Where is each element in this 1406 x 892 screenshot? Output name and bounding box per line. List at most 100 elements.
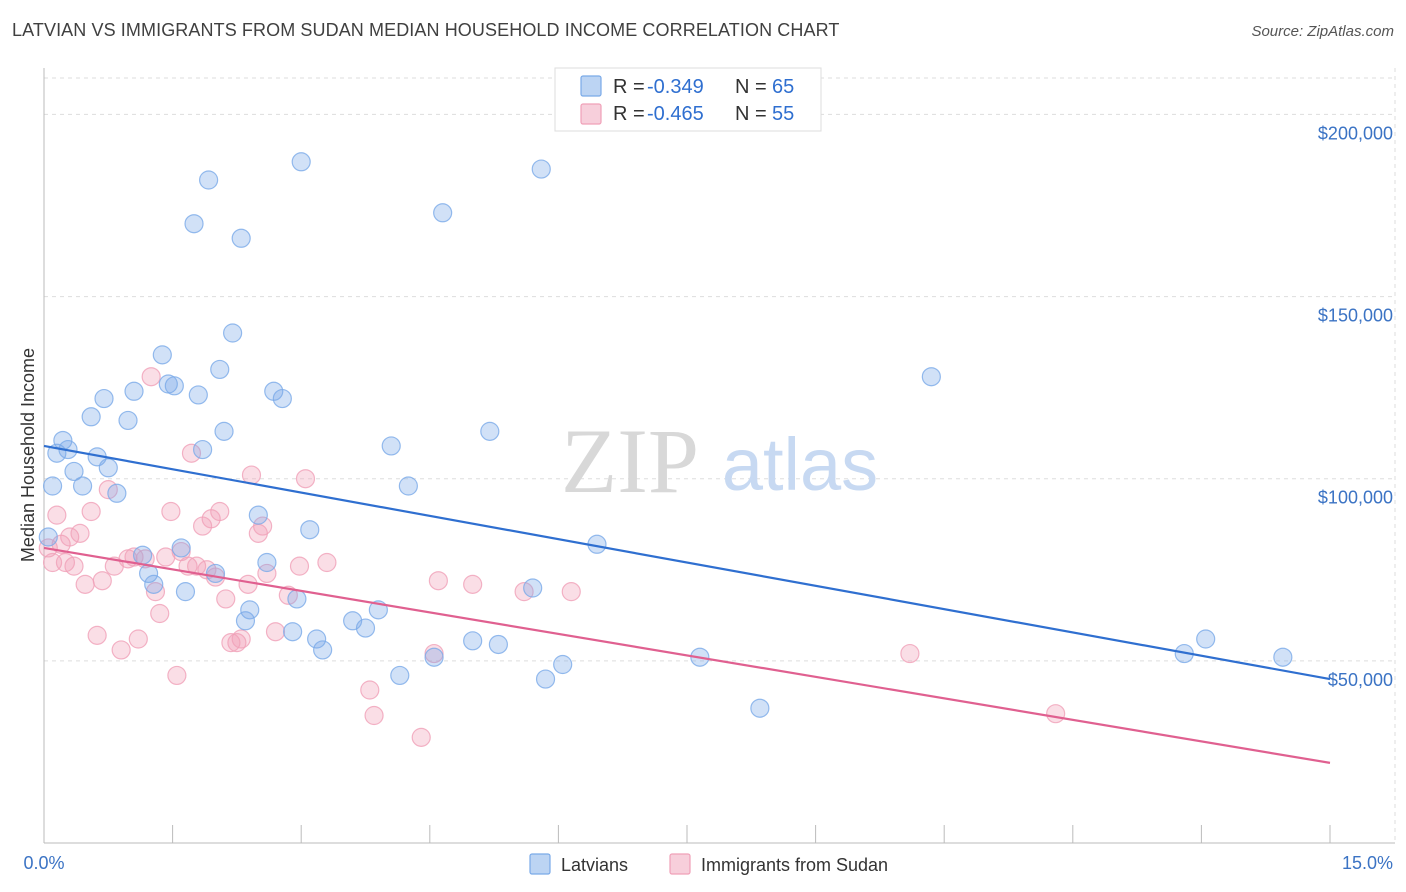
sudan-point-45: [289, 556, 310, 576]
series-sudan-points: [38, 367, 1066, 747]
series-legend: Latvians Immigrants from Sudan: [529, 853, 888, 875]
latvians-point-53: [488, 634, 508, 655]
legend-swatch-latvians: [580, 75, 602, 97]
latvians-point-7: [81, 407, 101, 427]
sudan-point-46: [295, 469, 316, 489]
latvians-point-64: [1273, 647, 1293, 667]
legend-n-label-sudan: N =: [735, 103, 767, 125]
latvians-point-21: [175, 582, 196, 602]
y-tick-label-1: $100,000: [1318, 488, 1393, 508]
sudan-point-20: [145, 582, 166, 602]
sudan-point-8: [75, 574, 95, 594]
sudan-point-17: [128, 629, 148, 649]
sudan-point-50: [411, 727, 431, 747]
sudan-point-37: [231, 629, 251, 649]
latvians-point-5: [64, 461, 84, 482]
sudan-point-34: [216, 589, 236, 609]
sudan-point-43: [265, 622, 286, 642]
legend-r-value-latvians: -0.349: [647, 76, 704, 98]
y-tick-label-2: $150,000: [1318, 306, 1393, 326]
latvians-point-17: [152, 345, 172, 365]
latvians-point-24: [193, 439, 213, 460]
latvians-point-42: [313, 640, 333, 660]
gridlines: [44, 68, 1396, 843]
sudan-point-19: [141, 367, 161, 387]
sudan-point-33: [210, 501, 230, 522]
latvians-point-44: [355, 618, 376, 638]
sudan-point-35: [221, 633, 241, 653]
legend-n-label-latvians: N =: [735, 76, 767, 98]
bottom-legend-swatch-latvians: [529, 853, 551, 875]
latvians-point-29: [223, 323, 243, 343]
sudan-point-6: [64, 556, 84, 576]
latvians-point-54: [523, 578, 543, 598]
latvians-point-55: [531, 159, 551, 179]
latvians-point-31: [235, 611, 256, 631]
trend-line-sudan: [43, 546, 1331, 764]
latvians-point-9: [94, 388, 114, 409]
y-axis-label: Median Household Income: [18, 348, 38, 562]
sudan-point-21: [150, 603, 170, 624]
sudan-point-9: [81, 501, 101, 522]
latvians-point-12: [118, 410, 138, 431]
sudan-point-14: [111, 640, 131, 660]
latvians-point-47: [390, 665, 410, 686]
latvians-point-34: [257, 552, 277, 573]
sudan-point-24: [167, 665, 187, 686]
axes: [43, 68, 1395, 844]
sudan-point-38: [238, 574, 258, 594]
sudan-point-2: [47, 505, 67, 525]
stats-legend: R = -0.349 N = 65 R = -0.465 N = 55: [554, 67, 822, 132]
latvians-point-1: [42, 476, 63, 496]
bottom-legend-sudan: Immigrants from Sudan: [701, 855, 888, 875]
bottom-legend-latvians: Latvians: [561, 855, 628, 875]
latvians-point-56: [535, 669, 556, 689]
sudan-point-7: [70, 523, 90, 543]
latvians-point-6: [72, 476, 93, 496]
latvians-point-25: [199, 170, 219, 190]
latvians-point-60: [750, 698, 770, 718]
watermark: ZIP atlas: [561, 410, 878, 512]
latvians-point-38: [287, 589, 307, 609]
latvians-point-57: [553, 654, 573, 675]
latvians-point-46: [381, 436, 401, 456]
series-latvians-points: [38, 152, 1293, 718]
latvians-point-26: [205, 563, 226, 584]
sudan-point-49: [364, 705, 384, 726]
legend-r-label-sudan: R =: [613, 103, 645, 125]
sudan-point-47: [317, 552, 337, 573]
latvians-point-16: [144, 574, 164, 594]
x-tick-label-0: 0.0%: [23, 853, 64, 873]
legend-r-value-sudan: -0.465: [647, 103, 704, 125]
latvians-point-27: [210, 359, 230, 380]
y-tick-label-0: $50,000: [1328, 670, 1393, 690]
y-tick-labels: $50,000 $100,000 $150,000 $200,000: [1318, 123, 1393, 689]
sudan-point-55: [561, 582, 581, 602]
latvians-point-41: [307, 629, 327, 649]
latvians-point-22: [184, 214, 204, 234]
latvians-point-13: [124, 381, 144, 401]
sudan-point-56: [900, 643, 920, 664]
chart-title: LATVIAN VS IMMIGRANTS FROM SUDAN MEDIAN …: [12, 20, 840, 40]
latvians-point-37: [283, 622, 303, 642]
latvians-point-40: [300, 520, 320, 540]
source-credit: Source: ZipAtlas.com: [1251, 23, 1394, 40]
legend-swatch-sudan: [580, 103, 602, 125]
sudan-point-27: [181, 443, 202, 463]
latvians-point-52: [480, 421, 500, 441]
latvians-point-51: [463, 631, 483, 651]
sudan-point-52: [428, 571, 448, 591]
x-tick-labels: 0.0% 15.0%: [23, 853, 1393, 873]
latvians-point-33: [248, 505, 268, 525]
y-tick-label-3: $200,000: [1318, 123, 1393, 143]
trend-lines: [43, 444, 1331, 764]
legend-n-value-latvians: 65: [772, 76, 794, 98]
sudan-point-5: [60, 527, 80, 547]
sudan-point-57: [1046, 704, 1066, 724]
sudan-point-11: [92, 571, 112, 591]
sudan-point-28: [187, 556, 207, 576]
trend-line-latvians: [43, 444, 1331, 681]
latvians-point-48: [398, 476, 418, 496]
bottom-legend-swatch-sudan: [669, 853, 691, 875]
